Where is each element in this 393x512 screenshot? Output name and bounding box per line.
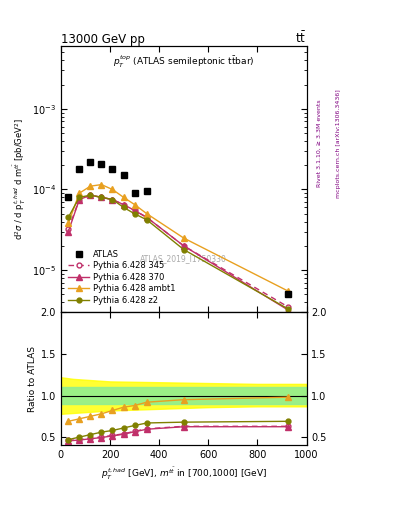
- Pythia 6.428 345: [110, 197, 115, 203]
- Pythia 6.428 z2: [88, 192, 93, 198]
- ATLAS: [99, 160, 104, 166]
- Pythia 6.428 370: [88, 192, 93, 198]
- Pythia 6.428 z2: [182, 246, 186, 252]
- Text: 13000 GeV pp: 13000 GeV pp: [61, 33, 145, 46]
- Pythia 6.428 345: [286, 304, 290, 310]
- Pythia 6.428 ambt1: [110, 186, 115, 193]
- Pythia 6.428 ambt1: [182, 235, 186, 241]
- Text: $p_T^{top}$ (ATLAS semileptonic t$\bar{\mathrm{t}}$bar): $p_T^{top}$ (ATLAS semileptonic t$\bar{\…: [113, 54, 255, 70]
- Pythia 6.428 z2: [286, 306, 290, 312]
- Pythia 6.428 345: [132, 207, 137, 214]
- ATLAS: [88, 159, 93, 165]
- Line: Pythia 6.428 z2: Pythia 6.428 z2: [66, 193, 290, 311]
- Pythia 6.428 370: [145, 215, 149, 221]
- Line: Pythia 6.428 370: Pythia 6.428 370: [66, 193, 291, 313]
- Line: ATLAS: ATLAS: [65, 159, 291, 297]
- Pythia 6.428 345: [121, 202, 126, 208]
- Pythia 6.428 370: [182, 243, 186, 249]
- Pythia 6.428 ambt1: [132, 202, 137, 208]
- X-axis label: $p_T^{t,had}$ [GeV], $m^{t\bar{t}}$ in [700,1000] [GeV]: $p_T^{t,had}$ [GeV], $m^{t\bar{t}}$ in […: [101, 466, 267, 482]
- Text: Rivet 3.1.10, ≥ 3.3M events: Rivet 3.1.10, ≥ 3.3M events: [316, 99, 321, 187]
- Pythia 6.428 345: [88, 192, 93, 198]
- Pythia 6.428 345: [99, 194, 104, 200]
- Pythia 6.428 345: [77, 197, 82, 203]
- Pythia 6.428 ambt1: [145, 211, 149, 217]
- ATLAS: [121, 172, 126, 178]
- ATLAS: [66, 194, 71, 200]
- Pythia 6.428 370: [286, 307, 290, 313]
- Pythia 6.428 ambt1: [286, 288, 290, 294]
- Pythia 6.428 370: [132, 207, 137, 214]
- Pythia 6.428 370: [121, 202, 126, 208]
- Y-axis label: d$^2\sigma$ / d p$_T^{t,had}$ d m$^{t\bar{t}}$ [pb/GeV$^2$]: d$^2\sigma$ / d p$_T^{t,had}$ d m$^{t\ba…: [11, 118, 28, 240]
- Pythia 6.428 345: [145, 215, 149, 221]
- Y-axis label: Ratio to ATLAS: Ratio to ATLAS: [28, 346, 37, 412]
- ATLAS: [145, 188, 149, 195]
- Pythia 6.428 ambt1: [77, 190, 82, 196]
- Pythia 6.428 z2: [132, 211, 137, 217]
- ATLAS: [110, 166, 115, 172]
- Pythia 6.428 z2: [121, 204, 126, 210]
- Pythia 6.428 ambt1: [121, 194, 126, 200]
- Pythia 6.428 ambt1: [88, 183, 93, 189]
- ATLAS: [77, 166, 82, 172]
- Legend: ATLAS, Pythia 6.428 345, Pythia 6.428 370, Pythia 6.428 ambt1, Pythia 6.428 z2: ATLAS, Pythia 6.428 345, Pythia 6.428 37…: [65, 246, 179, 308]
- Pythia 6.428 ambt1: [99, 182, 104, 188]
- Pythia 6.428 370: [66, 228, 71, 234]
- Pythia 6.428 z2: [99, 194, 104, 200]
- ATLAS: [286, 291, 290, 297]
- Text: t$\bar{\mathrm{t}}$: t$\bar{\mathrm{t}}$: [296, 31, 307, 46]
- Bar: [61, 387, 307, 404]
- Pythia 6.428 370: [99, 194, 104, 200]
- ATLAS: [132, 190, 137, 196]
- Pythia 6.428 z2: [66, 215, 71, 221]
- Text: mcplots.cern.ch [arXiv:1306.3436]: mcplots.cern.ch [arXiv:1306.3436]: [336, 89, 341, 198]
- Pythia 6.428 z2: [77, 194, 82, 200]
- Pythia 6.428 370: [77, 197, 82, 203]
- Pythia 6.428 z2: [145, 217, 149, 223]
- Line: Pythia 6.428 ambt1: Pythia 6.428 ambt1: [66, 182, 291, 294]
- Text: ATLAS_2019_I1750330: ATLAS_2019_I1750330: [140, 254, 227, 263]
- Pythia 6.428 370: [110, 197, 115, 203]
- Line: Pythia 6.428 345: Pythia 6.428 345: [66, 193, 290, 309]
- Pythia 6.428 z2: [110, 197, 115, 203]
- Pythia 6.428 345: [66, 226, 71, 232]
- Pythia 6.428 ambt1: [66, 220, 71, 226]
- Pythia 6.428 345: [182, 243, 186, 249]
